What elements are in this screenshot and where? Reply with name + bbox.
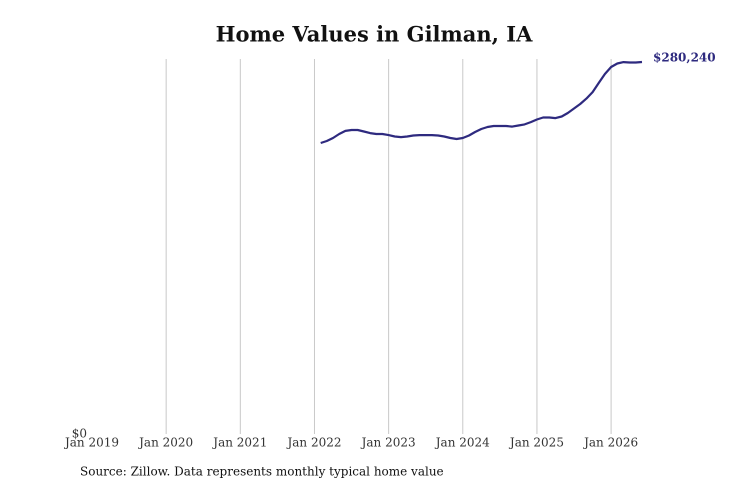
value-label: $280,240	[653, 51, 716, 65]
source-note: Source: Zillow. Data represents monthly …	[80, 465, 444, 479]
chart-title: Home Values in Gilman, IA	[216, 22, 533, 47]
x-tick-label: Jan 2022	[285, 436, 341, 450]
x-tick-label: Jan 2025	[508, 436, 564, 450]
x-tick-label: Jan 2024	[434, 436, 490, 450]
x-tick-label: Jan 2023	[360, 436, 416, 450]
x-tick-label: Jan 2019	[63, 436, 119, 450]
x-tick-label: Jan 2020	[137, 436, 193, 450]
line	[320, 60, 643, 145]
y-tick-label: $0	[72, 427, 87, 441]
x-tick-label: Jan 2021	[211, 436, 267, 450]
x-tick-label: Jan 2026	[582, 436, 638, 450]
